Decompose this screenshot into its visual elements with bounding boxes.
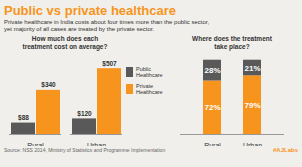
html-text:Private Healthcare: Private Healthcare bbox=[136, 82, 163, 95]
svg-text:28%: 28% bbox=[204, 66, 220, 75]
html-text:#AJLabs: #AJLabs bbox=[273, 147, 298, 153]
svg-text:Rural: Rural bbox=[27, 142, 44, 146]
svg-text:Urban: Urban bbox=[87, 142, 106, 146]
html-text:Private healthcare in India co: Private healthcare in India costs about … bbox=[4, 19, 210, 32]
svg-text:$88: $88 bbox=[18, 114, 29, 122]
html-text:Public Healthcare: Public Healthcare bbox=[136, 65, 163, 78]
html-text:How much does each treatment c: How much does each treatment cost on ave… bbox=[22, 35, 108, 50]
html-text:Source: NSS 2014, Ministry of: Source: NSS 2014, Ministry of Statistics… bbox=[4, 147, 166, 153]
svg-text:$120: $120 bbox=[77, 110, 92, 118]
svg-text:Urban: Urban bbox=[243, 142, 262, 146]
svg-text:79%: 79% bbox=[244, 101, 260, 110]
svg-text:Rural: Rural bbox=[204, 142, 221, 146]
svg-text:$340: $340 bbox=[41, 81, 56, 89]
svg-text:$507: $507 bbox=[102, 60, 117, 68]
svg-text:72%: 72% bbox=[204, 103, 220, 112]
svg-text:21%: 21% bbox=[244, 64, 260, 73]
html-text:Public vs private healthcare: Public vs private healthcare bbox=[4, 3, 176, 18]
html-text:Where does the treatment take: Where does the treatment take place? bbox=[192, 35, 272, 50]
